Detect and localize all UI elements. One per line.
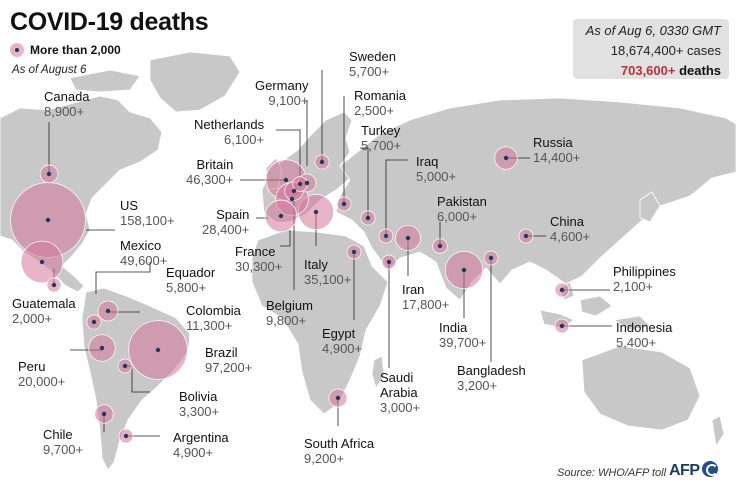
marker-brazil [155, 347, 161, 353]
marker-spain [278, 213, 284, 219]
label-bolivia: Bolivia 3,300+ [179, 389, 220, 419]
marker-britain [283, 177, 289, 183]
map-title: COVID-19 deaths [10, 8, 209, 36]
new-zealand-landmass [711, 415, 725, 448]
label-italy: Italy 35,100+ [304, 257, 352, 287]
totals-box: As of Aug 6, 0330 GMT 18,674,400+ cases … [573, 19, 729, 79]
label-iraq: Iraq 5,000+ [416, 154, 457, 184]
marker-indonesia [559, 323, 565, 329]
marker-colombia [105, 308, 111, 314]
greenland-landmass [149, 51, 241, 113]
label-colombia: Colombia 11,300+ [186, 303, 241, 333]
marker-bangladesh [488, 255, 494, 261]
label-mexico: Mexico 49,600+ [120, 238, 168, 268]
marker-ecuador [91, 319, 97, 325]
label-romania: Romania 2,500+ [354, 88, 407, 118]
marker-bolivia [122, 363, 128, 369]
label-canada: Canada 8,900+ [44, 89, 90, 119]
label-chile: Chile 9,700+ [43, 427, 84, 457]
label-sweden: Sweden 5,700+ [349, 49, 396, 79]
source-credit: Source: WHO/AFP toll [557, 467, 667, 479]
label-indonesia: Indonesia 5,400+ [616, 320, 673, 350]
marker-guatemala [51, 282, 57, 288]
label-bangladesh: Bangladesh 3,200+ [457, 363, 526, 393]
australia-landmass [581, 345, 701, 431]
label-ecuador: Equador 5,800+ [166, 265, 216, 295]
totals-cases: 18,674,400+ cases [610, 43, 721, 58]
label-guatemala: Guatemala 2,000+ [12, 296, 76, 326]
label-south-africa: South Africa 9,200+ [304, 436, 375, 466]
legend: More than 2,000 [10, 43, 121, 57]
label-peru: Peru 20,000+ [18, 359, 66, 389]
label-france: France 30,300+ [235, 244, 283, 274]
totals-date: As of Aug 6, 0330 GMT [585, 23, 721, 38]
arctic-islands-landmass [69, 69, 141, 93]
marker-canada [46, 171, 52, 177]
marker-iraq [383, 233, 389, 239]
label-iran: Iran 17,800+ [402, 282, 450, 312]
marker-egypt [351, 249, 357, 255]
marker-china [523, 233, 529, 239]
label-pakistan: Pakistan 6,000+ [437, 194, 487, 224]
marker-iran [405, 235, 411, 241]
label-us: US 158,100+ [120, 198, 175, 228]
japan-landmass [639, 191, 661, 223]
legend-bubble-icon [10, 43, 24, 57]
label-russia: Russia 14,400+ [533, 135, 581, 165]
label-china: China 4,600+ [550, 214, 591, 244]
marker-us [45, 217, 51, 223]
label-belgium: Belgium 9,800+ [266, 298, 313, 328]
label-philippines: Philippines 2,100+ [613, 264, 676, 294]
totals-deaths-value: 703,600+ [620, 63, 676, 78]
label-saudi-arabia: Saudi Arabia 3,000+ [380, 370, 421, 415]
afp-logo: AFP [669, 461, 718, 480]
marker-turkey [365, 215, 371, 221]
label-argentina: Argentina 4,900+ [173, 430, 229, 460]
marker-belgium [291, 188, 297, 194]
marker-saudi_arabia [386, 259, 392, 265]
label-brazil: Brazil 97,200+ [205, 345, 253, 375]
label-spain: Spain 28,400+ [202, 207, 250, 237]
label-germany: Germany 9,100+ [255, 78, 309, 108]
label-netherlands: Netherlands 6,100+ [194, 117, 265, 147]
marker-sweden [319, 159, 325, 165]
totals-deaths-label: deaths [679, 63, 721, 78]
label-india: India 39,700+ [439, 320, 487, 350]
madagascar-landmass [371, 355, 385, 389]
label-egypt: Egypt 4,900+ [322, 326, 363, 356]
afp-logo-icon [701, 461, 718, 477]
bubbles-layer [10, 146, 570, 444]
marker-india [461, 267, 467, 273]
marker-pakistan [437, 243, 443, 249]
label-britain: Britain 46,300+ [186, 157, 234, 187]
marker-netherlands [297, 181, 303, 187]
marker-russia [503, 155, 509, 161]
legend-label: More than 2,000 [30, 43, 121, 57]
marker-mexico [39, 259, 45, 265]
marker-argentina [123, 433, 129, 439]
marker-south_africa [335, 395, 341, 401]
marker-peru [99, 345, 105, 351]
marker-philippines [559, 287, 565, 293]
marker-romania [341, 201, 347, 207]
marker-chile [101, 411, 107, 417]
marker-germany [304, 180, 310, 186]
marker-france [289, 196, 295, 202]
label-turkey: Turkey 5,700+ [361, 123, 402, 153]
totals-deaths: 703,600+ deaths [573, 61, 721, 81]
marker-italy [313, 209, 319, 215]
as-of-date: As of August 6 [12, 64, 87, 76]
